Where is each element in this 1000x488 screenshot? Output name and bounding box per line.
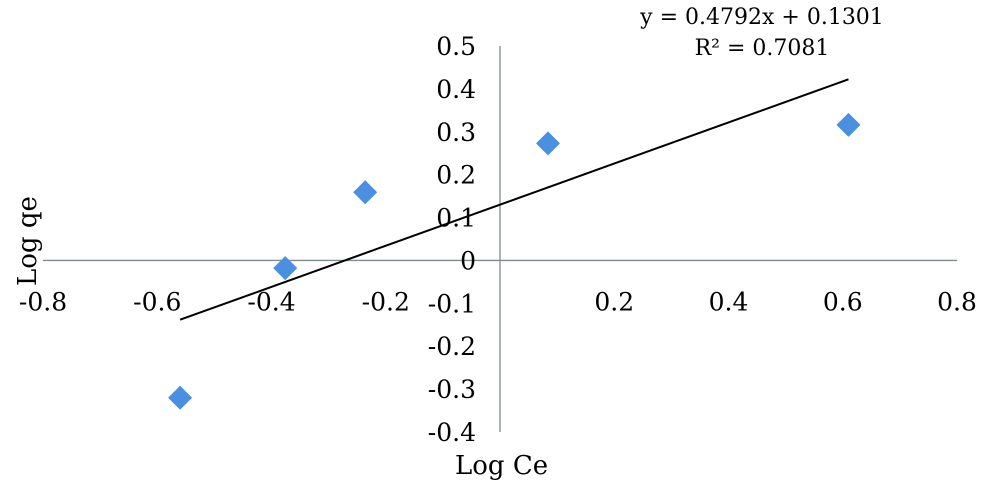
axes [43, 46, 957, 432]
x-axis-title: Log Ce [455, 451, 548, 481]
x-tick-labels: -0.8 -0.6 -0.4 -0.2 0.2 0.4 0.6 0.8 [19, 287, 977, 316]
y-tick-labels: 0.5 0.4 0.3 0.2 0.1 0 -0.1 -0.2 -0.3 -0.4 [428, 32, 476, 447]
x-tick-label-3: -0.4 [247, 287, 295, 316]
data-point-2 [273, 256, 298, 281]
x-tick-label-8: 0.8 [937, 287, 977, 316]
y-tick-label-7: -0.1 [428, 289, 476, 318]
y-tick-label-10: -0.4 [428, 418, 476, 447]
data-point-4 [535, 131, 560, 156]
x-tick-label-7: 0.6 [823, 287, 863, 316]
y-tick-label-5: 0.1 [436, 204, 476, 233]
y-axis-title: Log qe [13, 196, 43, 286]
y-tick-label-3: 0.3 [436, 118, 476, 147]
x-tick-label-2: -0.6 [133, 287, 181, 316]
y-tick-label-2: 0.4 [436, 75, 476, 104]
r-squared-label: R² = 0.7081 [695, 36, 830, 61]
x-tick-label-1: -0.8 [19, 287, 67, 316]
x-tick-label-6: 0.4 [709, 287, 749, 316]
trendline [179, 78, 849, 321]
trendline-equation: y = 0.4792x + 0.1301 [639, 5, 884, 30]
data-point-1 [168, 385, 193, 410]
data-point-5 [836, 112, 861, 137]
y-tick-label-9: -0.3 [428, 375, 476, 404]
y-tick-label-4: 0.2 [436, 161, 476, 190]
x-tick-label-5: 0.2 [594, 287, 634, 316]
data-points [168, 112, 861, 410]
y-tick-label-1: 0.5 [436, 32, 476, 61]
trendline-group [179, 78, 849, 321]
x-tick-label-4: -0.2 [362, 287, 410, 316]
y-tick-label-8: -0.2 [428, 332, 476, 361]
data-point-3 [353, 180, 378, 205]
y-tick-label-6: 0 [460, 246, 476, 275]
